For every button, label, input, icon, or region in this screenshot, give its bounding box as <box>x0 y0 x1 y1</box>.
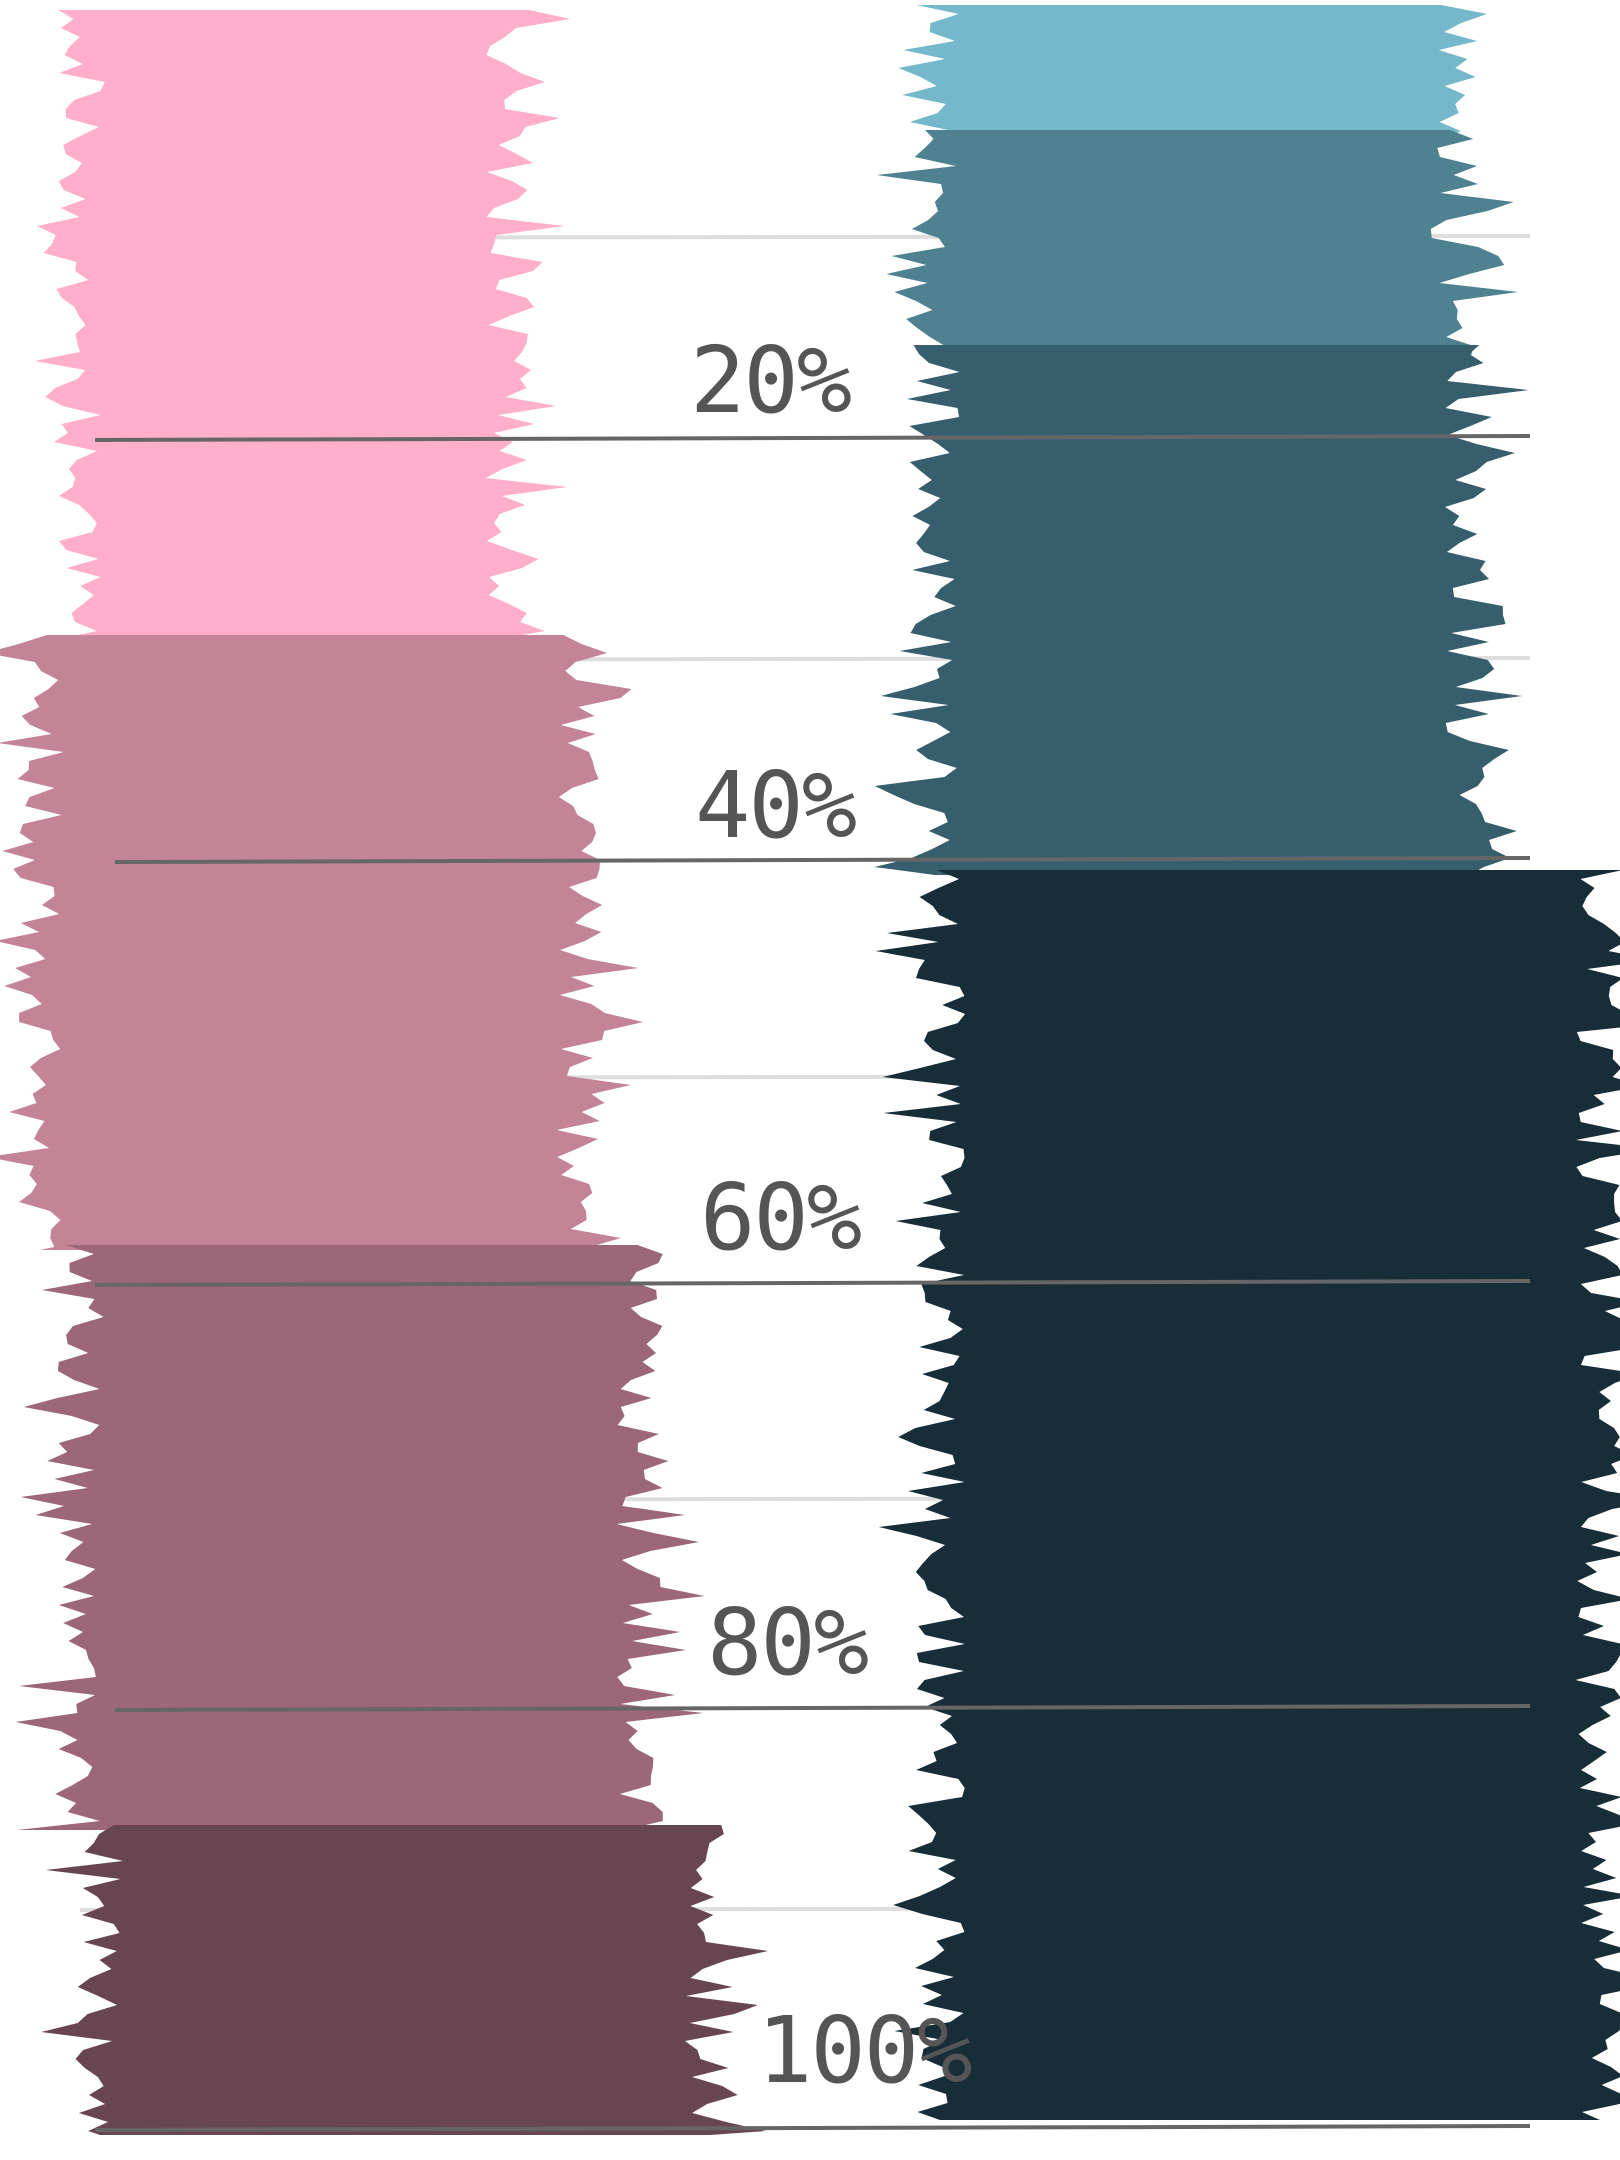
major-gridline <box>114 856 1531 864</box>
swatch-left-pink-light <box>34 10 571 640</box>
scale-label-80: 80% <box>707 1589 869 1696</box>
major-gridline <box>94 434 1531 442</box>
scale-label-40: 40% <box>695 752 857 859</box>
swatch-left-pink-mauve <box>0 635 643 1250</box>
major-gridlines <box>94 434 1531 2132</box>
swatch-left-pink-rose <box>15 1245 705 1830</box>
major-gridline <box>94 1279 1531 1287</box>
swatch-right-teal-slate <box>874 345 1529 875</box>
scale-label-20: 20% <box>690 327 852 434</box>
swatch-right-teal-mid <box>876 130 1519 355</box>
major-gridline <box>94 2124 1531 2132</box>
paint-strokes <box>0 5 1620 2135</box>
scale-label-60: 60% <box>700 1164 862 1271</box>
swatch-right-teal-dark <box>875 870 1620 2120</box>
major-gridline <box>114 1704 1531 1712</box>
swatch-right-teal-light <box>898 5 1487 140</box>
swatch-left-pink-dark <box>41 1825 769 2135</box>
scale-label-100: 100% <box>757 1997 973 2104</box>
